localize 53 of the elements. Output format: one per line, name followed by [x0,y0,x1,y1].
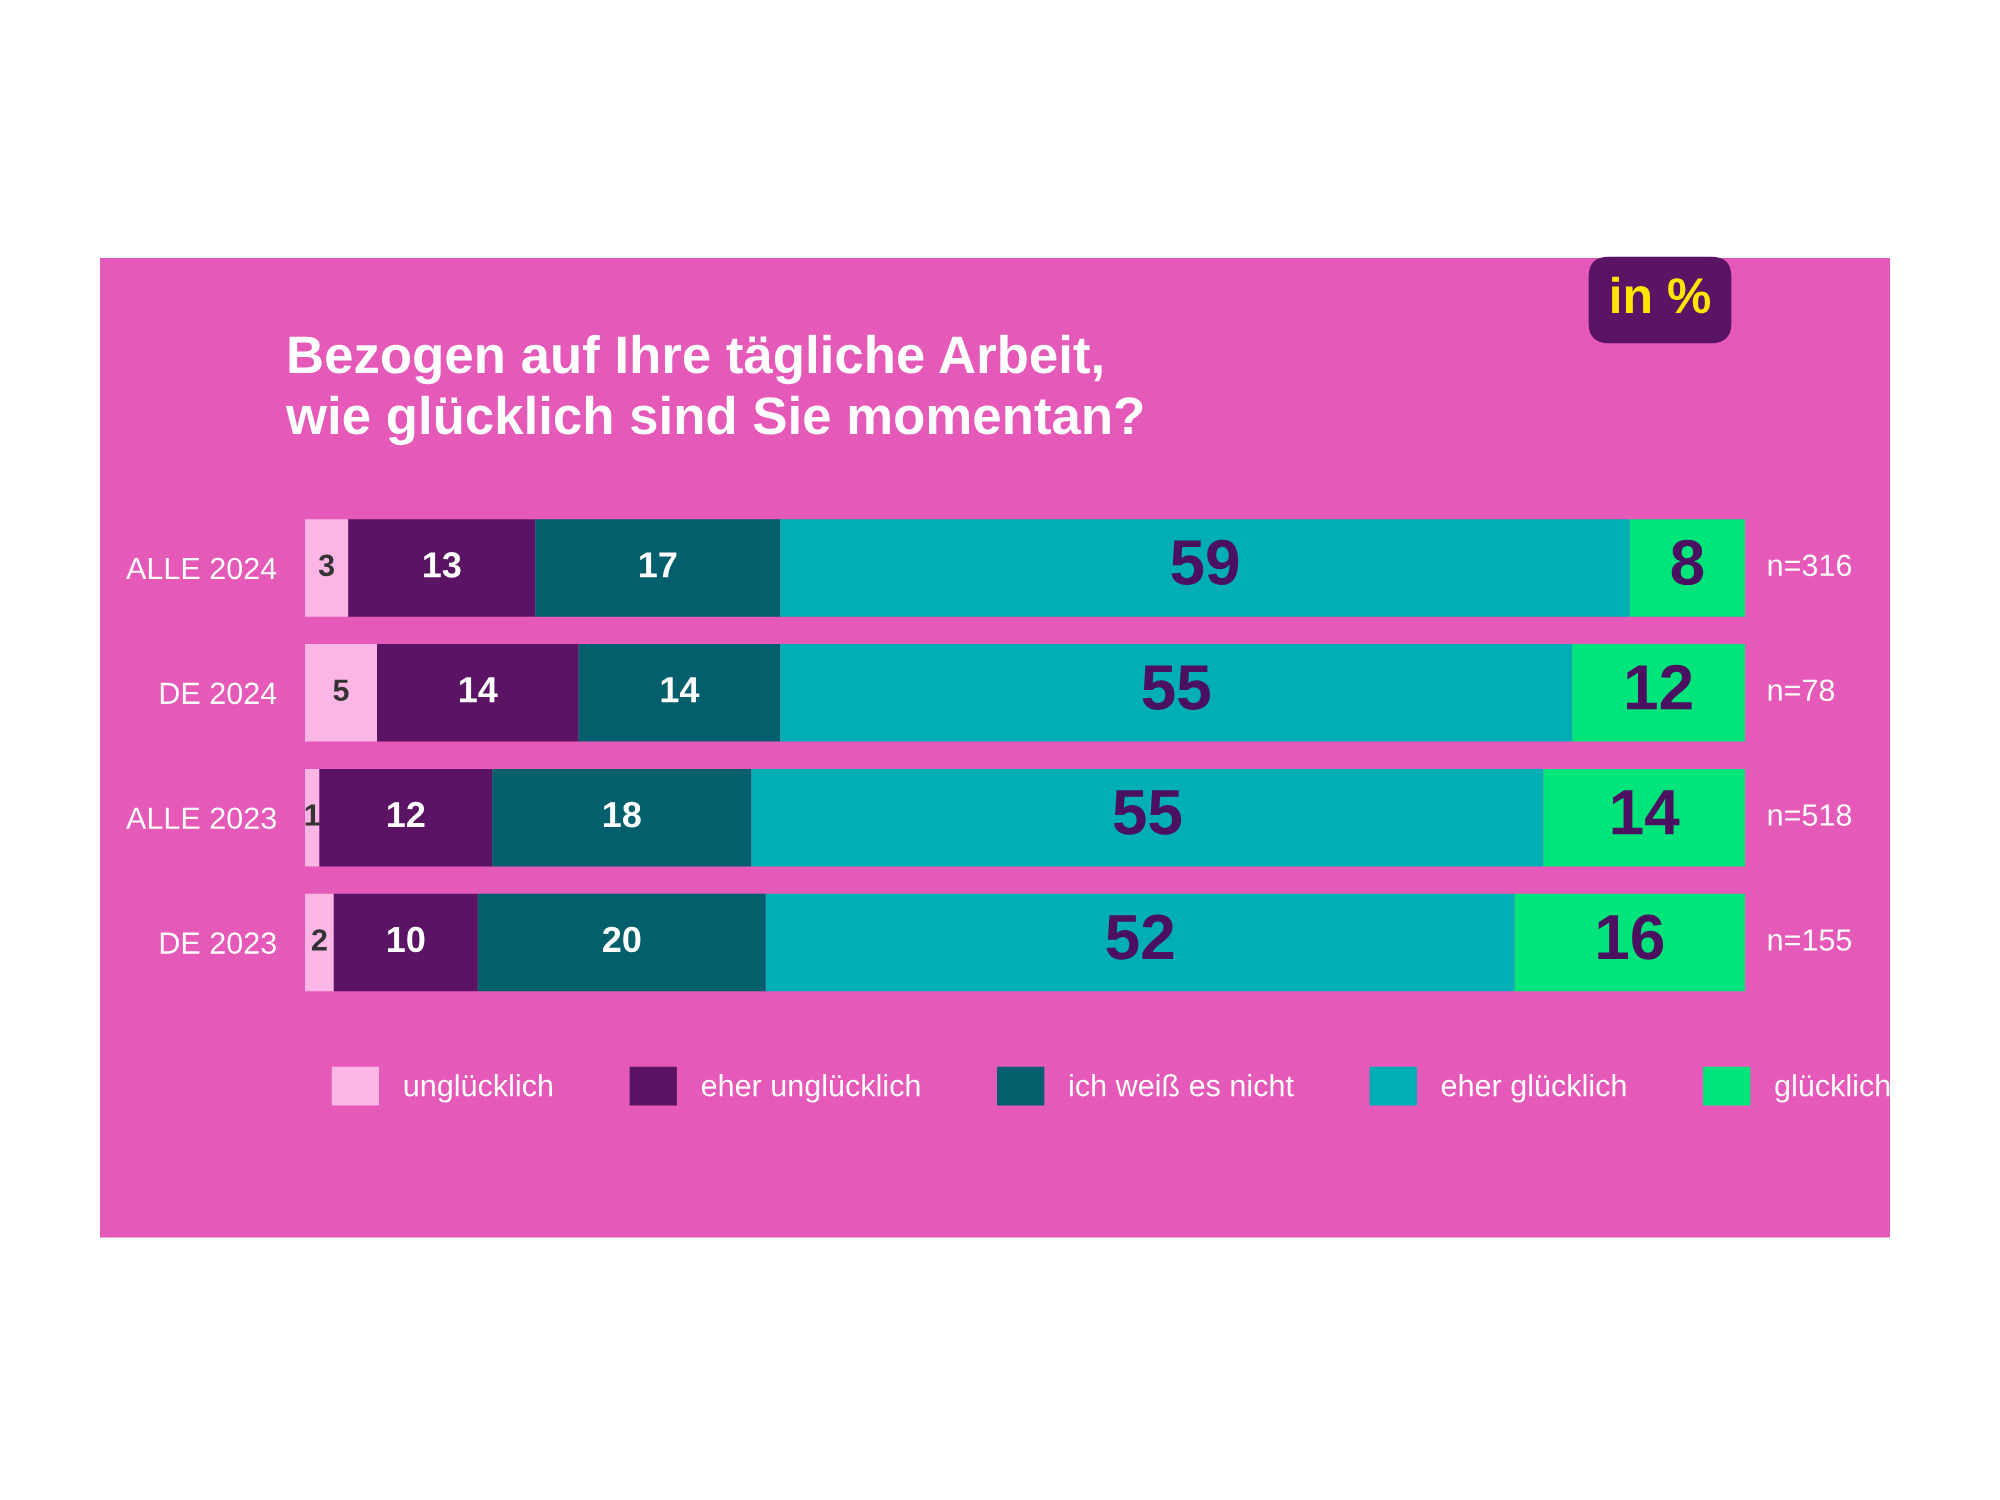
legend-label: eher glücklich [1441,1074,1626,1103]
bar [1629,519,1745,617]
data-label: 16 [1598,914,1664,960]
data-label: 13 [423,552,461,578]
text: in % [1612,276,1711,314]
bar [535,519,781,617]
data-label: 14 [661,677,700,703]
data-label: 14 [459,677,498,703]
bar [1543,768,1745,867]
bar [305,519,349,617]
legend-label: ich weiß es nicht [1070,1074,1294,1097]
legend-label: glücklich [1775,1074,1890,1103]
legend-label: eher unglücklich [701,1074,920,1103]
legend-label: unglücklich [404,1074,552,1103]
data-label: 55 [1113,790,1182,835]
data-label: 18 [603,801,641,828]
bar [1514,893,1745,992]
bar [305,893,334,992]
bar [348,519,536,617]
data-label: 10 [387,926,425,953]
data-label: 55 [1142,665,1210,710]
data-label: 12 [387,801,425,828]
text: n=316 [1768,554,1852,577]
bar [492,768,752,867]
bar [305,644,377,742]
bar [333,893,478,992]
text: n=518 [1768,804,1852,826]
data-label: 14 [1612,790,1680,835]
data-label: 8 [1671,539,1704,586]
y-tick-label: ALLE 2024 [126,557,277,580]
y-tick-label: DE 2023 [160,932,276,954]
bar [751,768,1544,867]
text: n=155 [1768,929,1852,951]
y-tick-label: DE 2024 [160,682,277,705]
bar [377,644,579,742]
text: n=78 [1768,679,1835,702]
data-label: 52 [1106,914,1174,960]
data-label: 2 [311,929,327,951]
y-tick-label: ALLE 2023 [126,807,276,830]
data-label: 59 [1171,539,1239,586]
data-label: 5 [333,679,349,702]
data-label: 20 [602,926,641,953]
data-label: 17 [639,552,677,578]
bar [780,644,1573,742]
chart-title: Bezogen auf Ihre tägliche Arbeit, wie glücklich sind Sie momentan? [285,334,1143,446]
bar [319,768,493,867]
data-label: 3 [318,554,334,577]
bar [578,644,781,742]
bar [477,893,766,992]
bar [765,893,1515,992]
bar [780,519,1630,617]
bar [1572,644,1745,742]
data-label: 12 [1627,664,1692,710]
